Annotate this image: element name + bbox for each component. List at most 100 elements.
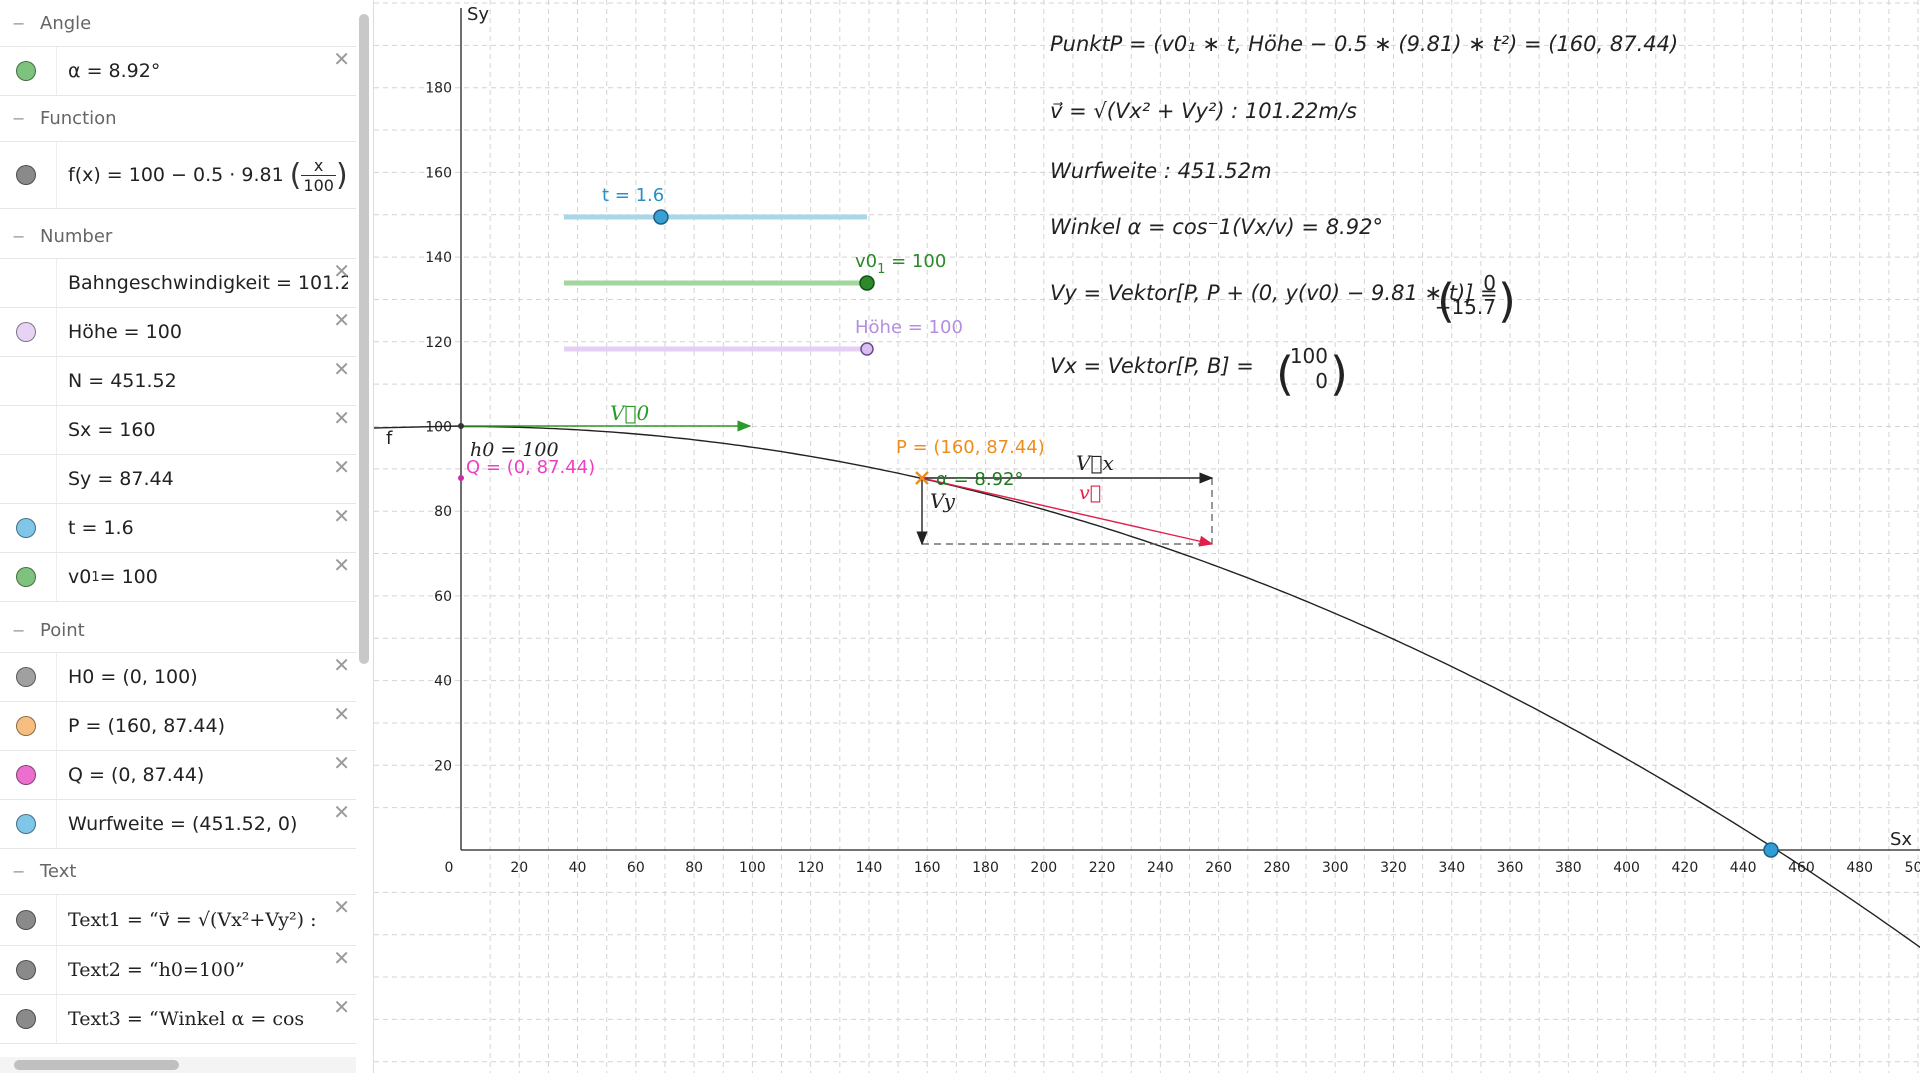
algebra-row-sx[interactable]: Sx = 160 ✕ — [0, 405, 356, 455]
algebra-expression[interactable]: H0 = (0, 100) — [68, 653, 348, 701]
point-h0[interactable] — [458, 423, 464, 429]
algebra-row-text3[interactable]: Text3 = “Winkel α = cos ✕ — [0, 994, 356, 1044]
close-icon[interactable]: ✕ — [333, 359, 350, 379]
visibility-toggle-icon[interactable] — [16, 165, 36, 185]
algebra-row-t[interactable]: t = 1.6 ✕ — [0, 503, 356, 553]
text-wurfweite: Wurfweite : 451.52m — [1050, 159, 1272, 183]
visibility-toggle-icon[interactable] — [16, 814, 36, 834]
vector-v-label: v⃗ — [1079, 482, 1101, 504]
function-f-curve[interactable] — [461, 427, 1920, 1011]
algebra-expression[interactable]: Text1 = “v⃗ = √(Vx²+Vy²) : — [68, 895, 348, 945]
visibility-toggle-icon[interactable] — [16, 567, 36, 587]
vertical-scrollbar[interactable] — [359, 14, 369, 664]
category-header-number[interactable]: − Number — [0, 213, 356, 259]
close-icon[interactable]: ✕ — [333, 802, 350, 822]
visibility-toggle-icon[interactable] — [16, 61, 36, 81]
visibility-toggle-icon[interactable] — [16, 765, 36, 785]
close-icon[interactable]: ✕ — [333, 555, 350, 575]
row-divider — [56, 800, 57, 848]
algebra-expression[interactable]: Höhe = 100 — [68, 308, 348, 356]
slider-v01-value: = 100 — [885, 251, 946, 272]
row-divider — [56, 406, 57, 454]
close-icon[interactable]: ✕ — [333, 897, 350, 917]
algebra-row-text2[interactable]: Text2 = “h0=100” ✕ — [0, 945, 356, 995]
row-divider — [56, 455, 57, 503]
text-vx-vector: Vx = Vektor[P, B] = — [1050, 354, 1254, 378]
slider-hoehe[interactable]: Höhe = 100 — [564, 317, 963, 355]
slider-v01-handle[interactable] — [860, 276, 874, 290]
close-icon[interactable]: ✕ — [333, 655, 350, 675]
algebra-expression[interactable]: Text3 = “Winkel α = cos — [68, 995, 348, 1043]
slider-t[interactable]: t = 1.6 — [564, 185, 867, 224]
slider-t-handle[interactable] — [654, 210, 668, 224]
algebra-expression[interactable]: α = 8.92° — [68, 47, 348, 95]
category-header-text[interactable]: − Text — [0, 848, 356, 894]
slider-hoehe-handle[interactable] — [861, 343, 873, 355]
x-tick-label: 160 — [914, 860, 941, 876]
algebra-expression[interactable]: Q = (0, 87.44) — [68, 751, 348, 799]
algebra-row-bahngeschwindigkeit[interactable]: Bahngeschwindigkeit = 101.22 ✕ — [0, 258, 356, 308]
close-icon[interactable]: ✕ — [333, 310, 350, 330]
algebra-expression[interactable]: f(x) = 100 − 0.5 · 9.81 ( x 100 ) 2 — [68, 142, 348, 208]
algebra-row-wurfweite[interactable]: Wurfweite = (451.52, 0) ✕ — [0, 799, 356, 849]
close-icon[interactable]: ✕ — [333, 948, 350, 968]
visibility-toggle-icon[interactable] — [16, 518, 36, 538]
close-icon[interactable]: ✕ — [333, 261, 350, 281]
algebra-expression[interactable]: t = 1.6 — [68, 504, 348, 552]
close-icon[interactable]: ✕ — [333, 457, 350, 477]
text-v-magnitude: v⃗ = √(Vx² + Vy²) : 101.22m/s — [1050, 99, 1357, 123]
category-header-function[interactable]: − Function — [0, 95, 356, 141]
category-header-angle[interactable]: − Angle — [0, 0, 356, 46]
algebra-row-h0[interactable]: H0 = (0, 100) ✕ — [0, 652, 356, 702]
visibility-toggle-icon[interactable] — [16, 716, 36, 736]
algebra-expression[interactable]: Sx = 160 — [68, 406, 348, 454]
algebra-row-q[interactable]: Q = (0, 87.44) ✕ — [0, 750, 356, 800]
algebra-row-hoehe[interactable]: Höhe = 100 ✕ — [0, 307, 356, 357]
visibility-toggle-icon[interactable] — [16, 960, 36, 980]
collapse-icon[interactable]: − — [12, 862, 26, 881]
x-tick-label: 380 — [1555, 860, 1582, 876]
algebra-row-p[interactable]: P = (160, 87.44) ✕ — [0, 701, 356, 751]
point-wurfweite[interactable] — [1764, 843, 1778, 857]
algebra-expression[interactable]: Text2 = “h0=100” — [68, 946, 348, 994]
category-header-point[interactable]: − Point — [0, 607, 356, 653]
collapse-icon[interactable]: − — [12, 621, 26, 640]
close-icon[interactable]: ✕ — [333, 408, 350, 428]
close-icon[interactable]: ✕ — [333, 506, 350, 526]
collapse-icon[interactable]: − — [12, 227, 26, 246]
algebra-expression[interactable]: Bahngeschwindigkeit = 101.22 — [68, 259, 348, 307]
algebra-row-n[interactable]: N = 451.52 ✕ — [0, 356, 356, 406]
visibility-toggle-icon[interactable] — [16, 1009, 36, 1029]
x-tick-label: 260 — [1205, 860, 1232, 876]
matrix-bracket-right: ) — [1330, 347, 1348, 401]
close-icon[interactable]: ✕ — [333, 753, 350, 773]
algebra-expression[interactable]: Sy = 87.44 — [68, 455, 348, 503]
algebra-row-sy[interactable]: Sy = 87.44 ✕ — [0, 454, 356, 504]
algebra-expression[interactable]: N = 451.52 — [68, 357, 348, 405]
point-q[interactable] — [458, 475, 464, 481]
matrix-vx-bottom: 0 — [1315, 369, 1328, 393]
collapse-icon[interactable]: − — [12, 14, 26, 33]
close-icon[interactable]: ✕ — [333, 704, 350, 724]
algebra-row-alpha[interactable]: α = 8.92° ✕ — [0, 46, 356, 96]
visibility-toggle-icon[interactable] — [16, 322, 36, 342]
algebra-row-text1[interactable]: Text1 = “v⃗ = √(Vx²+Vy²) : ✕ — [0, 894, 356, 946]
horizontal-scrollbar[interactable] — [14, 1060, 179, 1070]
algebra-expression[interactable]: Wurfweite = (451.52, 0) — [68, 800, 348, 848]
close-icon[interactable]: ✕ — [333, 997, 350, 1017]
x-tick-label: 100 — [739, 860, 766, 876]
row-divider — [56, 504, 57, 552]
collapse-icon[interactable]: − — [12, 109, 26, 128]
close-icon[interactable]: ✕ — [333, 49, 350, 69]
visibility-toggle-icon[interactable] — [16, 910, 36, 930]
algebra-expression[interactable]: P = (160, 87.44) — [68, 702, 348, 750]
row-divider — [56, 553, 57, 601]
visibility-toggle-icon[interactable] — [16, 667, 36, 687]
algebra-row-f[interactable]: f(x) = 100 − 0.5 · 9.81 ( x 100 ) 2 — [0, 141, 356, 209]
category-label: Number — [40, 226, 112, 247]
matrix-vx: ( 100 0 ) — [1276, 344, 1348, 401]
